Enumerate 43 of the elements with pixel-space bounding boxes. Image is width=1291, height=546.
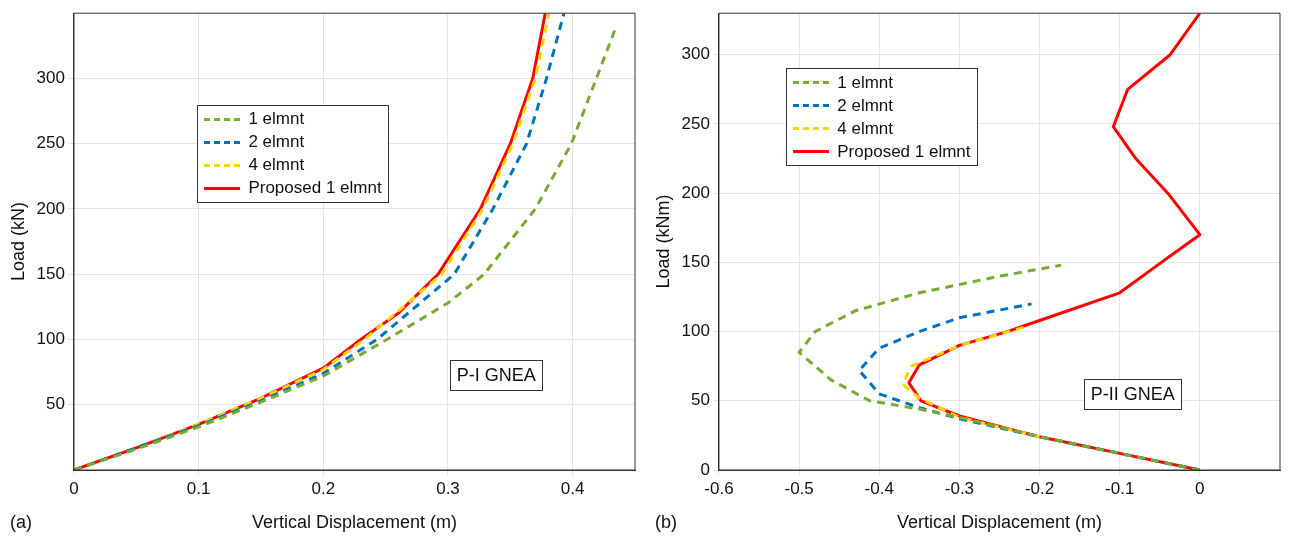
y-tick-label: 200 xyxy=(36,198,65,218)
legend-label: 2 elmnt xyxy=(248,132,305,153)
legend-label: Proposed 1 elmnt xyxy=(837,141,971,162)
annotation: P-II GNEA xyxy=(1083,378,1182,410)
x-tick-label: 0.3 xyxy=(436,478,460,498)
y-tick-label: 200 xyxy=(681,182,710,202)
legend-label: 1 elmnt xyxy=(837,72,894,93)
y-tick-label: 150 xyxy=(36,263,65,283)
x-tick-label: 0.2 xyxy=(311,478,336,498)
y-tick-label: 150 xyxy=(681,252,710,272)
x-tick-label: -0.4 xyxy=(864,478,894,498)
legend-label: 2 elmnt xyxy=(837,95,894,116)
x-tick-label: -0.1 xyxy=(1105,478,1135,498)
x-tick-label: 0 xyxy=(69,478,79,498)
text: (a) xyxy=(10,512,32,533)
x-axis-title: Vertical Displacement (m) xyxy=(896,512,1103,533)
y-tick-label: 50 xyxy=(691,390,710,410)
y-tick-label: 100 xyxy=(36,329,65,349)
legend-label: 1 elmnt xyxy=(248,109,305,130)
y-tick-label: 50 xyxy=(46,394,65,414)
annotation: P-I GNEA xyxy=(449,360,543,392)
legend-label: 4 elmnt xyxy=(837,118,894,139)
y-tick-label: 0 xyxy=(700,459,710,479)
x-tick-label: 0.1 xyxy=(186,478,211,498)
x-tick-label: 0 xyxy=(1195,478,1205,498)
x-tick-label: -0.6 xyxy=(704,478,734,498)
x-tick-label: -0.5 xyxy=(784,478,814,498)
y-axis-title: Load (kN) xyxy=(7,202,28,282)
y-tick-label: 300 xyxy=(681,44,710,64)
y-tick-label: 100 xyxy=(681,321,710,341)
y-tick-label: 250 xyxy=(681,113,710,133)
y-axis-title: Load (kNm) xyxy=(652,194,673,289)
x-axis-title: Vertical Displacement (m) xyxy=(251,512,458,533)
x-tick-label: 0.4 xyxy=(560,478,585,498)
x-tick-label: -0.3 xyxy=(944,478,975,498)
line-series xyxy=(797,263,1202,470)
line-series xyxy=(901,325,1042,439)
legend-label: 4 elmnt xyxy=(248,155,305,176)
y-tick-label: 300 xyxy=(36,68,65,88)
text: (b) xyxy=(655,512,677,533)
legend-label: Proposed 1 elmnt xyxy=(248,178,382,199)
y-tick-label: 250 xyxy=(36,133,65,153)
x-tick-label: -0.2 xyxy=(1024,478,1055,498)
